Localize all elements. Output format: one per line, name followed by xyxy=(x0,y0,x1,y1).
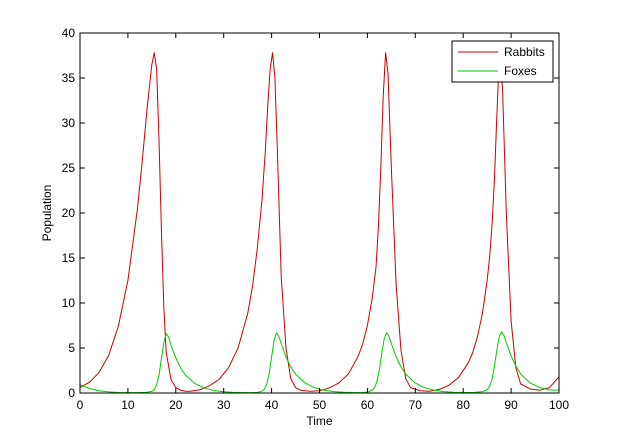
ticks-layer: 0 10 20 30 40 50 60 70 80 90 100 0 5 10 15 20 25 30 35 40 xyxy=(62,26,570,412)
x-tick-label: 30 xyxy=(217,398,231,412)
x-tick-label: 40 xyxy=(265,398,279,412)
x-tick-label: 60 xyxy=(361,398,375,412)
x-axis-title: Time xyxy=(306,414,333,428)
x-tick-label: 10 xyxy=(121,398,135,412)
y-tick-label: 20 xyxy=(62,206,76,220)
y-tick-label: 0 xyxy=(68,386,75,400)
x-tick-label: 0 xyxy=(77,398,84,412)
y-tick-label: 15 xyxy=(62,251,76,265)
x-tick-label: 90 xyxy=(504,398,518,412)
legend[interactable]: Rabbits Foxes xyxy=(451,40,554,83)
legend-label-rabbits: Rabbits xyxy=(504,45,545,59)
x-tick-label: 70 xyxy=(409,398,423,412)
plot-area xyxy=(80,33,559,393)
y-axis-title: Population xyxy=(40,185,54,242)
y-tick-label: 30 xyxy=(62,116,76,130)
y-tick-label: 25 xyxy=(62,161,76,175)
x-tick-label: 50 xyxy=(313,398,327,412)
x-tick-label: 20 xyxy=(169,398,183,412)
y-tick-label: 40 xyxy=(62,26,76,40)
y-tick-label: 5 xyxy=(68,341,75,355)
legend-label-foxes: Foxes xyxy=(504,64,537,78)
x-tick-label: 80 xyxy=(457,398,471,412)
y-tick-label: 35 xyxy=(62,71,76,85)
x-tick-label: 100 xyxy=(549,398,569,412)
legend-box xyxy=(451,40,554,83)
y-tick-label: 10 xyxy=(62,296,76,310)
